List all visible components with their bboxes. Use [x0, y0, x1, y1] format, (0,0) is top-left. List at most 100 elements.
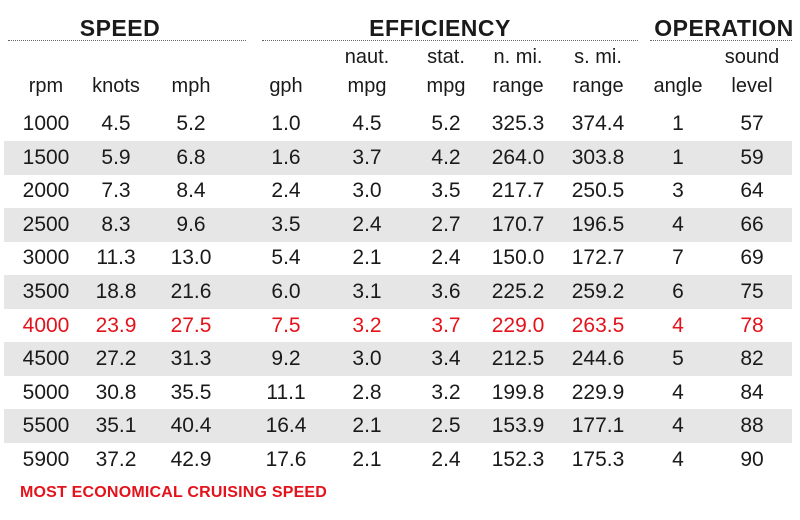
footnote: MOST ECONOMICAL CRUISING SPEED [20, 484, 328, 501]
table-cell: 2.5 [431, 414, 461, 438]
table-cell: 303.8 [571, 145, 625, 169]
table-cell: 244.6 [571, 347, 625, 371]
table-cell: 229.0 [491, 313, 545, 337]
table-cell: 3500 [22, 280, 70, 303]
group-title-speed: SPEED [60, 14, 180, 42]
table-cell: 6 [672, 280, 684, 303]
table-row: 2500 8.3 9.6 3.5 2.4 2.7 170.7 196.5 4 66 [4, 207, 792, 242]
table-cell: 9.6 [176, 212, 206, 236]
table-cell: 23.9 [95, 313, 137, 337]
table-cell: 2.4 [352, 212, 382, 236]
table-cell: 4 [672, 448, 684, 471]
table-row: 2000 7.3 8.4 2.4 3.0 3.5 217.7 250.5 3 64 [4, 174, 792, 208]
table-cell: 217.7 [491, 179, 545, 203]
table-cell: 2.4 [271, 179, 301, 203]
table-cell: 82 [740, 347, 764, 371]
table-cell: 2.1 [352, 448, 382, 471]
table-cell: 11.1 [266, 380, 306, 404]
table-cell: 3.1 [352, 280, 382, 303]
speed-title: SPEED [79, 15, 161, 41]
table-cell: 27.2 [95, 347, 137, 371]
table-row: 3000 11.3 13.0 5.4 2.1 2.4 150.0 172.7 7 69 [4, 241, 792, 275]
table-cell: 59 [740, 145, 764, 169]
group-title-operation: OPERATION [650, 14, 798, 42]
efficiency-title: EFFICIENCY [369, 15, 511, 41]
header-4: mpg [347, 75, 387, 97]
table-cell: 69 [740, 246, 764, 270]
speed-underline [8, 40, 246, 41]
table-cell: 16.4 [265, 414, 307, 438]
table-cell: 170.7 [491, 212, 545, 236]
table-row: 5500 35.1 40.4 16.4 2.1 2.5 153.9 177.1 4 88 [4, 409, 792, 444]
table-cell: 150.0 [491, 246, 545, 270]
table-cell: 57 [740, 112, 764, 135]
table-row: 1500 5.9 6.8 1.6 3.7 4.2 264.0 303.8 1 59 [4, 140, 792, 175]
table-cell: 75 [740, 280, 764, 303]
table-cell: 30.8 [95, 380, 137, 404]
table-row: 4000 23.9 27.5 7.5 3.2 3.7 229.0 263.5 4 78 [4, 309, 792, 343]
table-cell: 37.2 [95, 448, 137, 471]
table-cell: 64 [740, 179, 764, 203]
table-cell: 263.5 [571, 313, 625, 337]
header-top-4: naut. [344, 46, 390, 68]
table-cell: 264.0 [491, 145, 545, 169]
table-cell: 84 [740, 380, 764, 404]
header-6: range [492, 75, 544, 97]
table-cell: 3.5 [271, 212, 301, 236]
table-cell: 3.7 [352, 145, 382, 169]
operation-title: OPERATION [654, 15, 794, 41]
table-cell: 90 [740, 448, 764, 471]
table-cell: 1.6 [271, 145, 301, 169]
table-cell: 153.9 [491, 414, 545, 438]
table-cell: 8.4 [176, 179, 206, 203]
table-cell: 5500 [22, 414, 70, 438]
table-cell: 27.5 [170, 313, 212, 337]
table-cell: 4.2 [431, 145, 461, 169]
table-cell: 196.5 [571, 212, 625, 236]
table-cell: 259.2 [571, 280, 625, 303]
table-cell: 6.8 [176, 145, 206, 169]
table-cell: 2000 [22, 179, 70, 203]
table-cell: 2500 [22, 212, 70, 236]
table-cell: 7 [672, 246, 684, 270]
table-cell: 5.9 [101, 145, 131, 169]
header-top-5: stat. [427, 46, 465, 68]
table-cell: 1000 [22, 112, 70, 135]
header-top-9: sound [724, 46, 780, 68]
table-cell: 42.9 [170, 448, 212, 471]
table-cell: 325.3 [491, 112, 545, 135]
header-8: angle [653, 75, 703, 97]
table-cell: 4 [672, 313, 684, 337]
table-cell: 40.4 [170, 414, 212, 438]
table-cell: 3.2 [352, 313, 382, 337]
table-cell: 5.2 [431, 112, 461, 135]
table-cell: 2.4 [431, 448, 461, 471]
table-cell: 2.8 [352, 380, 382, 404]
table-cell: 2.1 [352, 246, 382, 270]
table-cell: 229.9 [571, 380, 625, 404]
table-cell: 1.0 [271, 112, 301, 135]
efficiency-underline [262, 40, 638, 41]
table-cell: 5.2 [176, 112, 206, 135]
table-row: 4500 27.2 31.3 9.2 3.0 3.4 212.5 244.6 5 82 [4, 342, 792, 377]
table-cell: 9.2 [271, 347, 301, 371]
table-cell: 4.5 [352, 112, 382, 135]
table-cell: 5900 [22, 448, 70, 471]
table-cell: 2.7 [431, 212, 461, 236]
header-5: mpg [426, 75, 466, 97]
table-cell: 7.3 [101, 179, 131, 203]
table-cell: 88 [740, 414, 764, 438]
table-cell: 4500 [22, 347, 70, 371]
table-cell: 225.2 [491, 280, 545, 303]
table-cell: 17.6 [265, 448, 307, 471]
header-1: knots [92, 75, 140, 97]
header-2: mph [171, 75, 211, 97]
table-cell: 5 [672, 347, 684, 371]
table-cell: 2.1 [352, 414, 382, 438]
group-title-efficiency: EFFICIENCY [360, 14, 520, 42]
table-cell: 212.5 [491, 347, 545, 371]
table-cell: 3000 [22, 246, 70, 270]
table-cell: 3.5 [431, 179, 461, 203]
table-cell: 11.3 [96, 246, 136, 270]
header-top-7: s. mi. [574, 46, 622, 68]
